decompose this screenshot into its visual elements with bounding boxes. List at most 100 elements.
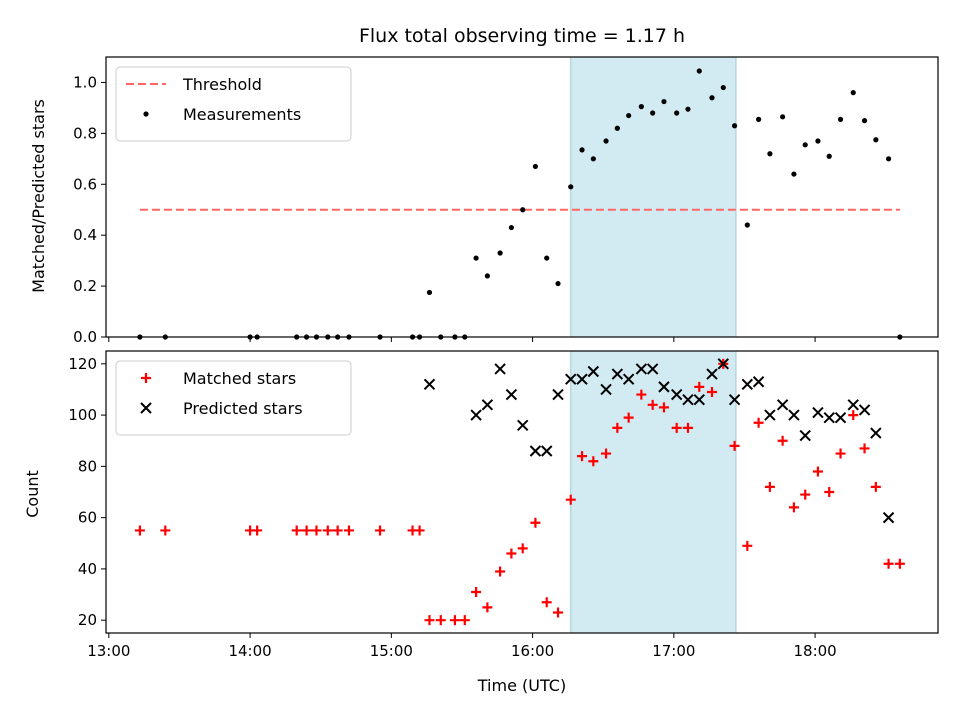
measurement-point: [685, 106, 691, 112]
chart-title: Flux total observing time = 1.17 h: [359, 25, 685, 47]
predicted-star-marker: [635, 363, 648, 375]
y-tick-label: 0.4: [73, 226, 97, 244]
measurement-point: [885, 156, 892, 162]
x-tick-label: 17:00: [652, 642, 695, 660]
matched-star-marker: [859, 443, 870, 454]
matched-star-marker: [459, 615, 470, 626]
matched-star-marker: [252, 525, 263, 536]
measurement-point: [555, 280, 561, 287]
predicted-star-marker: [870, 427, 882, 439]
y-tick-label: 80: [78, 457, 97, 475]
measurement-point: [744, 222, 750, 228]
predicted-star-marker: [764, 409, 776, 421]
matched-star-marker: [577, 451, 588, 462]
measurement-point: [638, 104, 644, 110]
legend: Threshold Measurements: [115, 66, 352, 142]
measurement-point: [873, 137, 879, 143]
matched-star-marker: [848, 410, 859, 421]
panel-frame: [105, 350, 939, 634]
series-predicted-stars: [423, 358, 895, 524]
predicted-star-marker: [752, 376, 765, 388]
measurement-point: [837, 116, 844, 122]
measurement-point: [473, 255, 479, 261]
y-tick-label: 120: [68, 355, 97, 373]
matched-star-marker: [495, 566, 506, 577]
y-tick-label: 40: [78, 560, 97, 578]
predicted-star-marker: [858, 404, 871, 416]
measurement-point: [720, 84, 726, 91]
matched-star-marker: [530, 517, 541, 528]
matched-star-marker: [506, 548, 517, 559]
predicted-star-marker: [834, 411, 847, 424]
predicted-star-marker: [552, 388, 564, 401]
predicted-star-marker: [658, 381, 670, 393]
matched-star-marker: [553, 607, 564, 618]
legend-swatch-measurements: [143, 111, 149, 117]
measurement-point: [861, 118, 868, 124]
predicted-star-marker: [693, 394, 705, 406]
measurement-point: [590, 156, 596, 162]
observing-window-shade: [570, 57, 737, 337]
matched-star-marker: [742, 540, 753, 551]
predicted-star-marker: [600, 383, 612, 396]
x-tick-label: 14:00: [228, 642, 271, 660]
predicted-star-marker: [741, 378, 754, 391]
measurement-point: [696, 68, 702, 74]
predicted-star-marker: [470, 409, 482, 421]
y-tick-label: 0.2: [73, 277, 97, 295]
predicted-star-marker: [622, 373, 635, 385]
predicted-star-marker: [823, 411, 835, 424]
measurement-point: [767, 151, 773, 157]
matched-star-marker: [682, 422, 693, 433]
predicted-star-marker: [682, 394, 694, 406]
predicted-star-marker: [587, 365, 600, 378]
legend-label: Threshold: [182, 75, 262, 94]
measurement-point: [508, 224, 515, 231]
matched-star-marker: [343, 525, 354, 536]
matched-star-marker: [482, 602, 493, 613]
predicted-star-marker: [494, 363, 506, 375]
predicted-star-marker: [882, 511, 895, 524]
legend-swatch-matched: [141, 373, 151, 383]
predicted-star-marker: [481, 399, 494, 411]
measurement-point: [661, 98, 667, 105]
measurement-point: [802, 142, 808, 148]
predicted-star-marker: [776, 399, 789, 411]
measurement-point: [674, 110, 680, 116]
legend-swatch-predicted: [140, 402, 152, 414]
y-tick-label: 1.0: [73, 73, 97, 91]
predicted-star-marker: [646, 363, 659, 375]
y-tick-label: 0.0: [73, 328, 97, 346]
matched-star-marker: [565, 494, 576, 505]
measurement-point: [484, 273, 490, 279]
measurement-point: [426, 289, 433, 296]
measurement-point: [520, 207, 526, 213]
predicted-star-marker: [529, 445, 542, 457]
measurement-point: [709, 95, 715, 101]
matched-star-marker: [291, 525, 302, 536]
y-tick-label: 100: [68, 406, 97, 424]
measurement-point: [756, 116, 762, 122]
predicted-star-marker: [799, 429, 811, 442]
predicted-star-marker: [423, 378, 436, 391]
matched-star-marker: [160, 525, 171, 536]
predicted-star-marker: [670, 388, 683, 401]
matched-star-marker: [658, 402, 669, 413]
predicted-star-marker: [505, 388, 518, 401]
measurement-point: [532, 163, 539, 170]
measurement-point: [791, 171, 797, 177]
measurement-point: [780, 114, 786, 120]
y-tick-label: 0.8: [73, 124, 97, 142]
predicted-star-marker: [847, 399, 859, 411]
matched-star-marker: [835, 448, 846, 459]
predicted-star-marker: [812, 406, 824, 419]
measurement-point: [815, 138, 821, 144]
series-matched-stars: [134, 358, 905, 626]
predicted-star-marker: [541, 445, 553, 457]
matched-star-marker: [788, 502, 799, 513]
measurement-point: [626, 112, 632, 119]
legend-box: [115, 360, 352, 436]
matched-star-marker: [435, 615, 446, 626]
predicted-star-marker: [516, 419, 529, 432]
measurement-point: [650, 110, 656, 116]
